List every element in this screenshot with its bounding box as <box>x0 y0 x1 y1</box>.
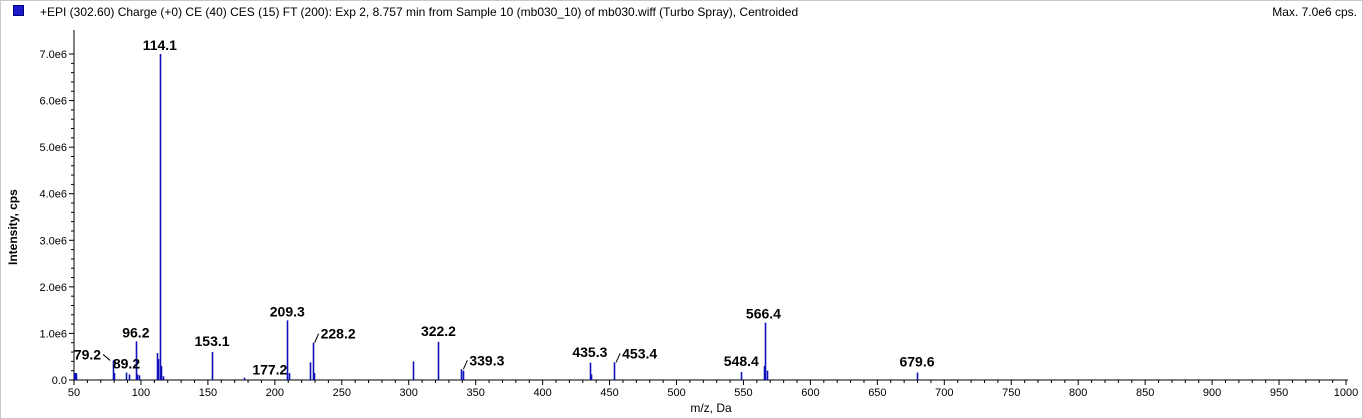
x-tick-label: 100 <box>132 387 150 399</box>
y-tick-label: 4.0e6 <box>39 189 67 201</box>
peak-label: 79.2 <box>74 346 101 362</box>
peak-label: 209.3 <box>270 303 305 319</box>
x-tick-label: 800 <box>1069 387 1087 399</box>
x-tick-label: 500 <box>667 387 685 399</box>
peak-label: 548.4 <box>724 353 759 369</box>
peak-label: 114.1 <box>143 37 177 53</box>
x-tick-label: 600 <box>801 387 819 399</box>
peaks <box>74 54 919 380</box>
x-tick-label: 1000 <box>1334 387 1358 399</box>
x-tick-label: 350 <box>467 387 485 399</box>
peak-labels: 114.1 79.2 89.2 96.2 153.1 177.2 209.3 228.2 322… <box>74 37 935 378</box>
x-tick-label: 700 <box>935 387 953 399</box>
peak-label: 228.2 <box>321 326 356 342</box>
peak-label: 96.2 <box>122 324 149 340</box>
y-tick-label: 2.0e6 <box>39 282 67 294</box>
y-tick-label: 7.0e6 <box>39 49 67 61</box>
x-tick-label: 250 <box>333 387 351 399</box>
x-tick-label: 550 <box>734 387 752 399</box>
peak-label: 679.6 <box>899 354 934 370</box>
label-leader-line <box>462 360 468 370</box>
peak-label: 566.4 <box>746 306 781 322</box>
x-tick-label: 300 <box>400 387 418 399</box>
y-tick-label: 3.0e6 <box>39 235 67 247</box>
x-tick-label: 450 <box>600 387 618 399</box>
peak-label: 89.2 <box>113 356 140 372</box>
y-tick-label: 5.0e6 <box>39 142 67 154</box>
x-tick-label: 650 <box>868 387 886 399</box>
x-tick-label: 900 <box>1203 387 1221 399</box>
x-tick-label: 750 <box>1002 387 1020 399</box>
baseline-cluster <box>74 373 77 380</box>
x-tick-label: 50 <box>68 387 80 399</box>
peak-label: 435.3 <box>572 344 607 360</box>
label-leader-line <box>102 354 111 361</box>
x-tick-label: 400 <box>533 387 551 399</box>
peak-label: 453.4 <box>622 345 657 361</box>
peak-label: 339.3 <box>469 352 504 368</box>
peak-label: 153.1 <box>195 333 230 349</box>
x-tick-label: 150 <box>199 387 217 399</box>
y-tick-label: 6.0e6 <box>39 96 67 108</box>
peak-label: 322.2 <box>421 323 456 339</box>
x-tick-label: 850 <box>1136 387 1154 399</box>
axes <box>73 30 1348 381</box>
y-tick-label: 1.0e6 <box>39 328 67 340</box>
x-axis-label: m/z, Da <box>690 401 732 415</box>
legend-swatch <box>13 5 24 16</box>
label-leader-line <box>615 353 621 363</box>
label-leader-line <box>314 333 320 343</box>
x-tick-label: 950 <box>1270 387 1288 399</box>
ticks: 50 100 150 200 250 300 350 400 450 500 550 600 650 70… <box>39 49 1358 399</box>
x-tick-label: 200 <box>266 387 284 399</box>
chart-title: +EPI (302.60) Charge (+0) CE (40) CES (1… <box>40 5 799 19</box>
max-intensity-label: Max. 7.0e6 cps. <box>1272 5 1357 19</box>
peak-label: 177.2 <box>252 362 287 378</box>
y-tick-label: 0.0 <box>52 375 67 387</box>
